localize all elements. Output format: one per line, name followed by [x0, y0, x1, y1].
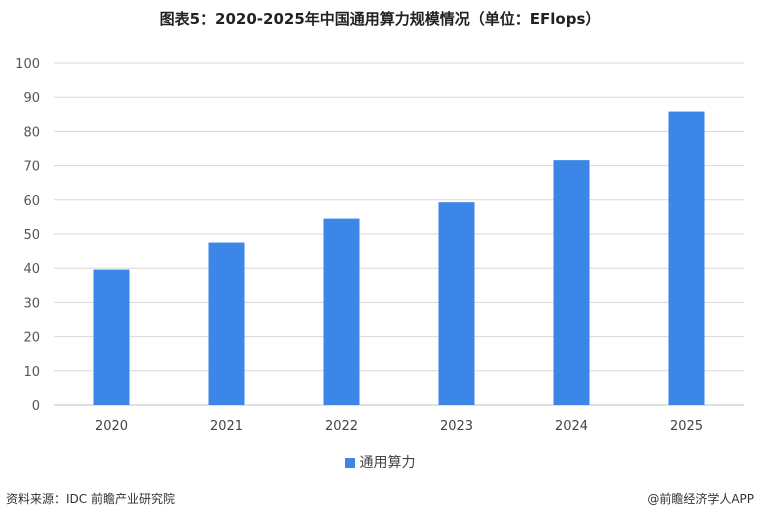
y-tick-label: 50	[23, 228, 40, 243]
y-tick-label: 70	[23, 160, 40, 175]
y-tick-label: 40	[23, 262, 40, 277]
bar	[438, 202, 475, 405]
x-tick-label: 2021	[210, 419, 243, 434]
y-tick-label: 0	[32, 399, 40, 414]
chart-title: 图表5：2020-2025年中国通用算力规模情况（单位：EFlops）	[159, 10, 601, 28]
gridlines	[54, 62, 744, 406]
bar	[93, 269, 130, 405]
x-tick-label: 2025	[670, 419, 703, 434]
y-tick-label: 10	[23, 365, 40, 380]
legend-swatch	[344, 458, 355, 468]
bar	[553, 160, 590, 405]
y-axis-ticks: 0 10 20 30 40 50 60 70 80 90 100	[15, 57, 40, 414]
brand-credit: @前瞻经济学人APP	[647, 492, 754, 506]
x-tick-label: 2023	[440, 419, 473, 434]
y-tick-label: 60	[23, 194, 40, 209]
y-tick-label: 100	[15, 57, 40, 72]
source-note: 资料来源：IDC 前瞻产业研究院	[6, 492, 175, 506]
bar	[668, 111, 705, 406]
x-tick-label: 2020	[95, 419, 128, 434]
legend: 通用算力	[0, 452, 760, 472]
bar	[208, 242, 245, 405]
y-tick-label: 80	[23, 125, 40, 140]
y-tick-label: 30	[23, 296, 40, 311]
x-tick-label: 2024	[555, 419, 588, 434]
x-axis-ticks: 2020 2021 2022 2023 2024 2025	[95, 419, 703, 434]
bar	[323, 218, 360, 405]
legend-label: 通用算力	[359, 455, 416, 471]
x-tick-label: 2022	[325, 419, 358, 434]
y-tick-label: 90	[23, 91, 40, 106]
y-tick-label: 20	[23, 331, 40, 346]
bars	[93, 111, 705, 406]
